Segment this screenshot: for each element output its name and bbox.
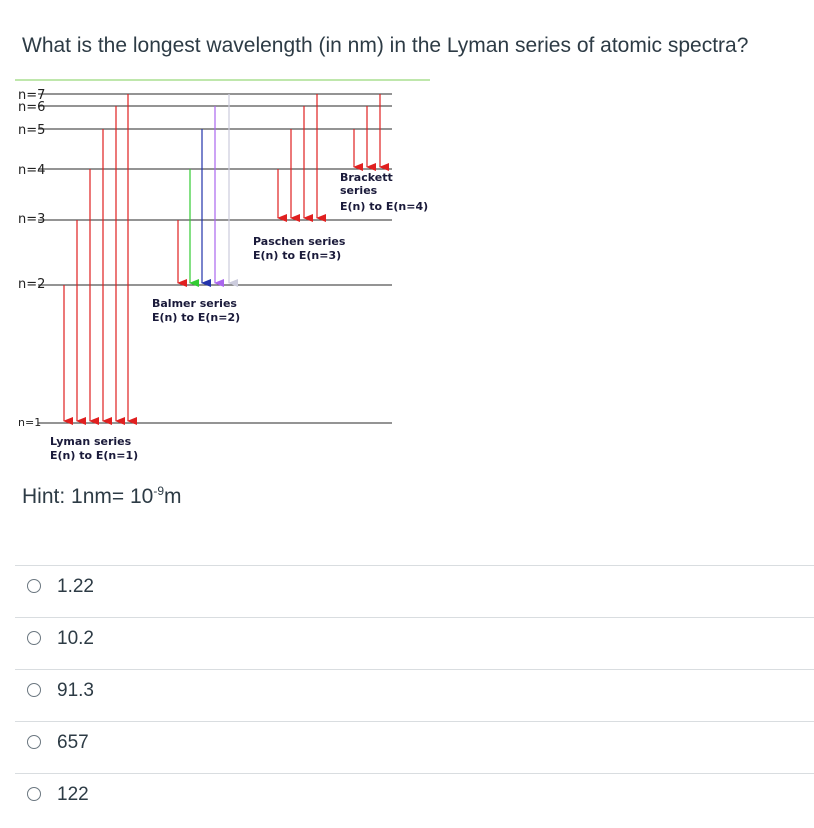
paschen-title: Paschen series (253, 235, 346, 248)
brackett-formula: E(n) to E(n=4) (340, 200, 428, 213)
hint-unit: m (164, 485, 182, 508)
answer-option-3[interactable]: 91.3 (15, 669, 814, 721)
hint-text: Hint: 1nm= 10-9m (22, 484, 182, 509)
radio-button[interactable] (27, 683, 41, 697)
paschen-formula: E(n) to E(n=3) (253, 249, 341, 262)
level-label-n5: n=5 (18, 123, 45, 138)
brackett-title-line2: series (340, 184, 378, 197)
answer-list: 1.22 10.2 91.3 657 122 (15, 565, 814, 825)
brackett-arrows (353, 94, 389, 171)
answer-option-1[interactable]: 1.22 (15, 565, 814, 617)
radio-button[interactable] (27, 579, 41, 593)
hint-exponent: -9 (153, 484, 164, 498)
answer-option-5[interactable]: 122 (15, 773, 814, 825)
lyman-title: Lyman series (50, 435, 132, 448)
brackett-title-line1: Brackett (340, 171, 393, 184)
answer-label: 657 (57, 732, 89, 753)
radio-button[interactable] (27, 631, 41, 645)
lyman-arrows (63, 94, 137, 425)
balmer-title: Balmer series (152, 297, 237, 310)
hint-prefix: Hint: 1nm= 10 (22, 485, 154, 508)
answer-label: 91.3 (57, 680, 94, 701)
balmer-formula: E(n) to E(n=2) (152, 311, 240, 324)
answer-option-2[interactable]: 10.2 (15, 617, 814, 669)
radio-button[interactable] (27, 735, 41, 749)
level-label-n6: n=6 (18, 100, 45, 115)
energy-level-svg: n=7 n=6 n=5 n=4 n=3 n=2 n=1 (15, 79, 430, 462)
level-label-n4: n=4 (18, 163, 45, 178)
answer-label: 10.2 (57, 628, 94, 649)
level-label-n3: n=3 (18, 212, 45, 227)
question-text: What is the longest wavelength (in nm) i… (22, 34, 749, 57)
radio-button[interactable] (27, 787, 41, 801)
paschen-arrows (277, 94, 326, 222)
answer-label: 122 (57, 784, 89, 805)
level-label-n2: n=2 (18, 277, 45, 292)
answer-label: 1.22 (57, 576, 94, 597)
balmer-arrows (177, 94, 238, 287)
energy-level-diagram: n=7 n=6 n=5 n=4 n=3 n=2 n=1 (0, 76, 440, 476)
level-label-n7: n=7 (18, 88, 45, 103)
answer-option-4[interactable]: 657 (15, 721, 814, 773)
level-label-n1: n=1 (18, 416, 41, 429)
lyman-formula: E(n) to E(n=1) (50, 449, 138, 462)
